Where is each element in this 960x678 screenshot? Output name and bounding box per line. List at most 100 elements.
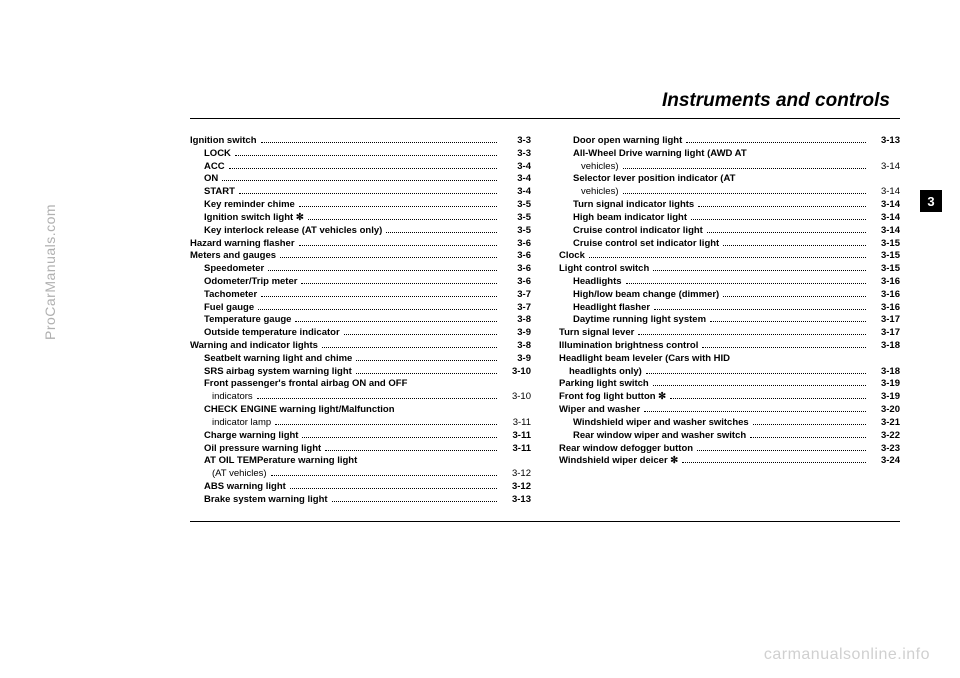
toc-dots — [638, 328, 866, 336]
toc-label: Seatbelt warning light and chime — [204, 353, 352, 366]
toc-dots — [258, 302, 497, 310]
chapter-tab: 3 — [920, 190, 942, 212]
toc-row: Speedometer3-6 — [190, 263, 531, 276]
toc-row: ON3-4 — [190, 173, 531, 186]
toc-label: Outside temperature indicator — [204, 327, 340, 340]
toc-row: LOCK3-3 — [190, 148, 531, 161]
toc-row: Charge warning light3-11 — [190, 430, 531, 443]
toc-dots — [686, 135, 866, 143]
toc-page: 3-17 — [870, 327, 900, 340]
toc-page: 3-13 — [501, 494, 531, 507]
toc-dots — [299, 199, 497, 207]
toc-page: 3-21 — [870, 417, 900, 430]
toc-row: Seatbelt warning light and chime 3-9 — [190, 353, 531, 366]
toc-label: LOCK — [204, 148, 231, 161]
side-watermark: ProCarManuals.com — [42, 204, 58, 340]
toc-page: 3-24 — [870, 455, 900, 468]
toc-page: 3-11 — [501, 430, 531, 443]
toc-dots — [299, 238, 497, 246]
toc-dots — [344, 328, 497, 336]
toc-label: Fuel gauge — [204, 302, 254, 315]
toc-row: High beam indicator light3-14 — [559, 212, 900, 225]
toc-row: Selector lever position indicator (AT — [559, 173, 900, 186]
toc-label: Windshield wiper deicer ✻ — [559, 455, 678, 468]
toc-page: 3-6 — [501, 250, 531, 263]
toc-label: Meters and gauges — [190, 250, 276, 263]
toc-row: START3-4 — [190, 186, 531, 199]
toc-dots — [271, 469, 497, 477]
top-rule — [190, 118, 900, 119]
toc-page: 3-9 — [501, 327, 531, 340]
bottom-rule — [190, 521, 900, 522]
toc-page: 3-18 — [870, 340, 900, 353]
toc-row: Wiper and washer 3-20 — [559, 404, 900, 417]
toc-row: Turn signal indicator lights 3-14 — [559, 199, 900, 212]
toc-label: Door open warning light — [573, 135, 682, 148]
toc-label: Cruise control set indicator light — [573, 238, 719, 251]
toc-dots — [697, 443, 866, 451]
toc-dots — [301, 276, 497, 284]
toc-page: 3-20 — [870, 404, 900, 417]
toc-page: 3-6 — [501, 276, 531, 289]
toc-row: Ignition switch light ✻3-5 — [190, 212, 531, 225]
toc-label: Illumination brightness control — [559, 340, 698, 353]
toc-page: 3-4 — [501, 186, 531, 199]
toc-row: Cruise control indicator light3-14 — [559, 225, 900, 238]
toc-dots — [356, 366, 497, 374]
toc-dots — [589, 251, 866, 259]
toc-label: Turn signal indicator lights — [573, 199, 694, 212]
toc-page: 3-6 — [501, 238, 531, 251]
toc-row: indicator lamp3-11 — [190, 417, 531, 430]
toc-row: Light control switch3-15 — [559, 263, 900, 276]
toc-page: 3-4 — [501, 161, 531, 174]
toc-label: Cruise control indicator light — [573, 225, 703, 238]
toc-row: Clock3-15 — [559, 250, 900, 263]
toc-label: Daytime running light system — [573, 314, 706, 327]
toc-dots — [702, 340, 866, 348]
toc-label: Rear window defogger button — [559, 443, 693, 456]
toc-label: SRS airbag system warning light — [204, 366, 352, 379]
toc-label: Light control switch — [559, 263, 649, 276]
toc-dots — [723, 238, 866, 246]
toc-label: Turn signal lever — [559, 327, 634, 340]
toc-page: 3-5 — [501, 225, 531, 238]
toc-row: headlights only)3-18 — [559, 366, 900, 379]
toc-row: Front passenger's frontal airbag ON and … — [190, 378, 531, 391]
toc-label: Wiper and washer — [559, 404, 640, 417]
toc-label: All-Wheel Drive warning light (AWD AT — [573, 148, 747, 161]
toc-dots — [275, 417, 497, 425]
toc-row: Outside temperature indicator 3-9 — [190, 327, 531, 340]
toc-page: 3-14 — [870, 199, 900, 212]
toc-dots — [261, 135, 498, 143]
toc-row: Windshield wiper deicer ✻ 3-24 — [559, 455, 900, 468]
toc-row: (AT vehicles)3-12 — [190, 468, 531, 481]
toc-row: Front fog light button ✻ 3-19 — [559, 391, 900, 404]
toc-row: Headlights3-16 — [559, 276, 900, 289]
toc-dots — [290, 481, 497, 489]
toc-label: headlights only) — [569, 366, 642, 379]
toc-label: Warning and indicator lights — [190, 340, 318, 353]
chapter-title: Instruments and controls — [190, 90, 900, 112]
toc-dots — [710, 315, 866, 323]
toc-label: Parking light switch — [559, 378, 649, 391]
toc-dots — [623, 187, 867, 195]
toc-label: ON — [204, 173, 218, 186]
toc-page: 3-12 — [501, 468, 531, 481]
toc-page: 3-19 — [870, 391, 900, 404]
toc-label: Clock — [559, 250, 585, 263]
toc-label: vehicles) — [581, 186, 619, 199]
toc-page: 3-9 — [501, 353, 531, 366]
toc-row: Oil pressure warning light3-11 — [190, 443, 531, 456]
toc-dots — [308, 212, 497, 220]
toc-page: 3-19 — [870, 378, 900, 391]
toc-left-column: Ignition switch3-3LOCK3-3ACC3-4ON3-4STAR… — [190, 135, 531, 507]
toc-label: Front fog light button ✻ — [559, 391, 666, 404]
toc-label: High/low beam change (dimmer) — [573, 289, 719, 302]
toc-label: Key interlock release (AT vehicles only) — [204, 225, 382, 238]
page: ProCarManuals.com carmanualsonline.info … — [0, 0, 960, 678]
toc-row: Meters and gauges 3-6 — [190, 250, 531, 263]
toc-page: 3-6 — [501, 263, 531, 276]
toc-page: 3-11 — [501, 443, 531, 456]
toc-row: ABS warning light3-12 — [190, 481, 531, 494]
toc-label: Rear window wiper and washer switch — [573, 430, 746, 443]
